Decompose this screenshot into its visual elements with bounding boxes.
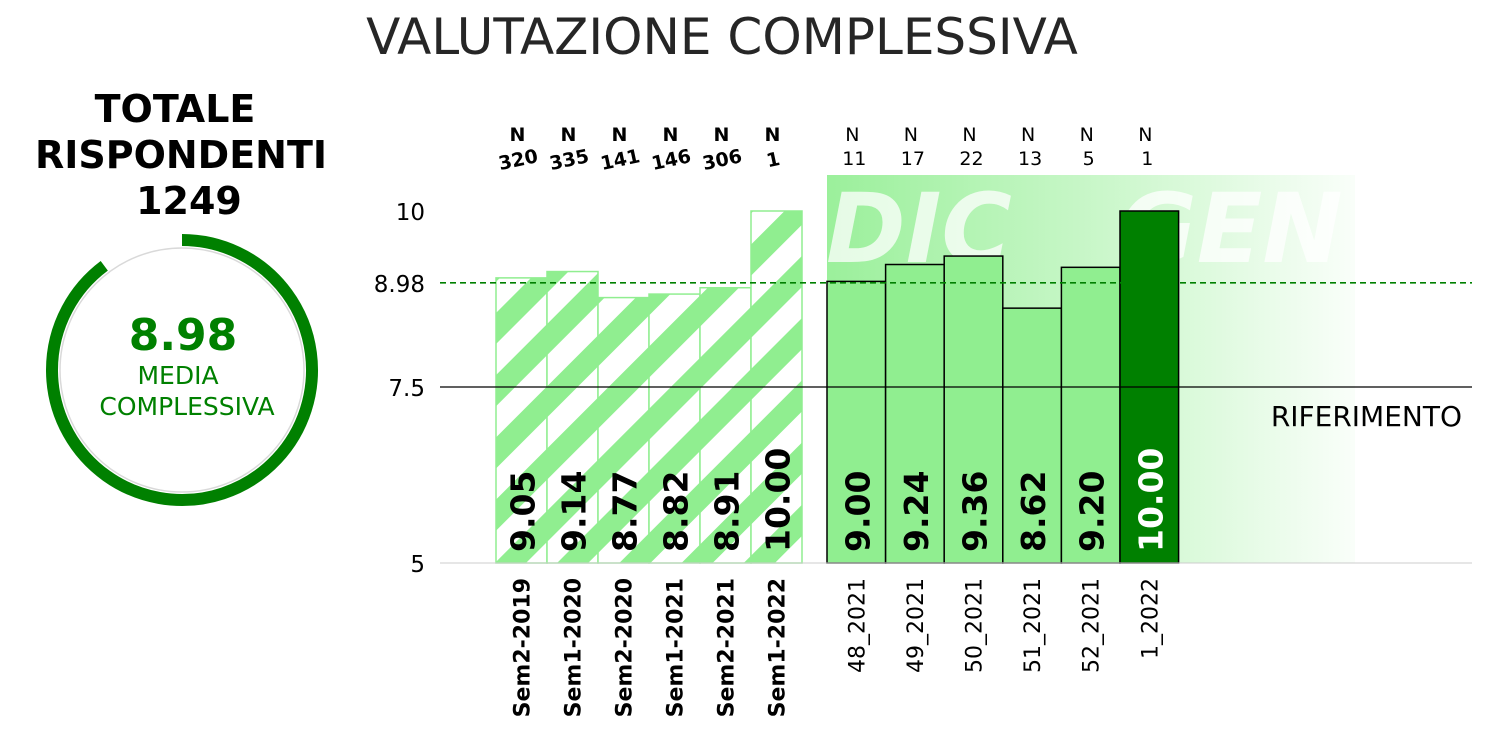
- y-tick-label: 10: [396, 200, 425, 226]
- x-tick-label: 48_2021: [845, 578, 870, 673]
- value-label-52_2021: 9.20: [1073, 471, 1112, 552]
- x-tick-label: 52_2021: [1080, 578, 1105, 673]
- n-label: N: [962, 124, 976, 146]
- n-count: 306: [701, 145, 744, 175]
- n-count: 320: [497, 145, 540, 175]
- y-tick-label: 7.5: [388, 376, 425, 402]
- value-label-1_2022: 10.00: [1131, 448, 1170, 552]
- n-label: N: [714, 124, 730, 146]
- mean-value: 8.98: [129, 310, 238, 361]
- n-label: N: [1080, 124, 1094, 146]
- n-count: 11: [842, 148, 866, 170]
- n-label: N: [765, 124, 781, 146]
- ring-arc: [46, 234, 318, 506]
- ring-inner: [59, 247, 305, 493]
- x-tick-label: Sem1-2021: [664, 578, 689, 717]
- n-label: N: [845, 124, 859, 146]
- n-count: 141: [599, 145, 642, 175]
- value-label-Sem1-2020: 9.14: [555, 471, 594, 552]
- value-label-48_2021: 9.00: [838, 471, 877, 552]
- summary-heading-line1: TOTALE: [95, 87, 256, 131]
- x-tick-label: 1_2022: [1138, 578, 1163, 659]
- reference-label: RIFERIMENTO: [1271, 400, 1462, 433]
- n-label: N: [1138, 124, 1152, 146]
- bar-Sem2-2021: [699, 286, 752, 564]
- n-label: N: [561, 124, 577, 146]
- n-count: 22: [959, 148, 983, 170]
- x-tick-label: 51_2021: [1021, 578, 1046, 673]
- value-label-Sem2-2021: 8.91: [708, 471, 747, 552]
- value-label-Sem2-2019: 9.05: [504, 471, 543, 552]
- mean-label-line1: MEDIA: [137, 361, 218, 390]
- n-label: N: [612, 124, 628, 146]
- n-count: 146: [650, 145, 693, 175]
- mean-ring: [46, 234, 318, 506]
- x-tick-label: 49_2021: [904, 578, 929, 673]
- n-label: N: [904, 124, 918, 146]
- n-label: N: [1021, 124, 1035, 146]
- value-label-Sem1-2022: 10.00: [759, 448, 798, 552]
- value-label-Sem1-2021: 8.82: [657, 471, 696, 552]
- n-count: 17: [901, 148, 925, 170]
- x-tick-label: Sem2-2020: [613, 578, 638, 717]
- total-respondents: 1249: [136, 179, 242, 223]
- n-label: N: [510, 124, 526, 146]
- n-label: N: [663, 124, 679, 146]
- x-tick-label: Sem2-2021: [715, 578, 740, 717]
- n-count: 13: [1018, 148, 1042, 170]
- summary-panel: TOTALE RISPONDENTI 1249 8.98 MEDIA COMPL…: [35, 87, 327, 506]
- n-count: 335: [548, 145, 591, 175]
- x-tick-label: Sem1-2022: [766, 578, 791, 717]
- n-count: 1: [764, 148, 782, 172]
- n-count: 1: [1141, 148, 1153, 170]
- y-tick-label: 8.98: [374, 272, 425, 298]
- value-label-49_2021: 9.24: [897, 471, 936, 552]
- value-label-50_2021: 9.36: [956, 471, 995, 552]
- bar-Sem2-2020: [597, 296, 650, 564]
- value-label-Sem2-2020: 8.77: [606, 471, 645, 552]
- x-tick-label: 50_2021: [963, 578, 988, 673]
- value-label-51_2021: 8.62: [1014, 471, 1053, 552]
- summary-heading-line2: RISPONDENTI: [35, 133, 327, 177]
- x-tick-label: Sem1-2020: [562, 578, 587, 717]
- bar-48_2021: [826, 280, 887, 564]
- chart-title: VALUTAZIONE COMPLESSIVA: [366, 8, 1078, 66]
- y-tick-label: 5: [410, 552, 425, 578]
- n-count: 5: [1083, 148, 1095, 170]
- bar-52_2021: [1060, 266, 1121, 564]
- bar-50_2021: [943, 255, 1004, 564]
- x-tick-label: Sem2-2019: [511, 578, 536, 717]
- mean-label-line2: COMPLESSIVA: [99, 392, 274, 421]
